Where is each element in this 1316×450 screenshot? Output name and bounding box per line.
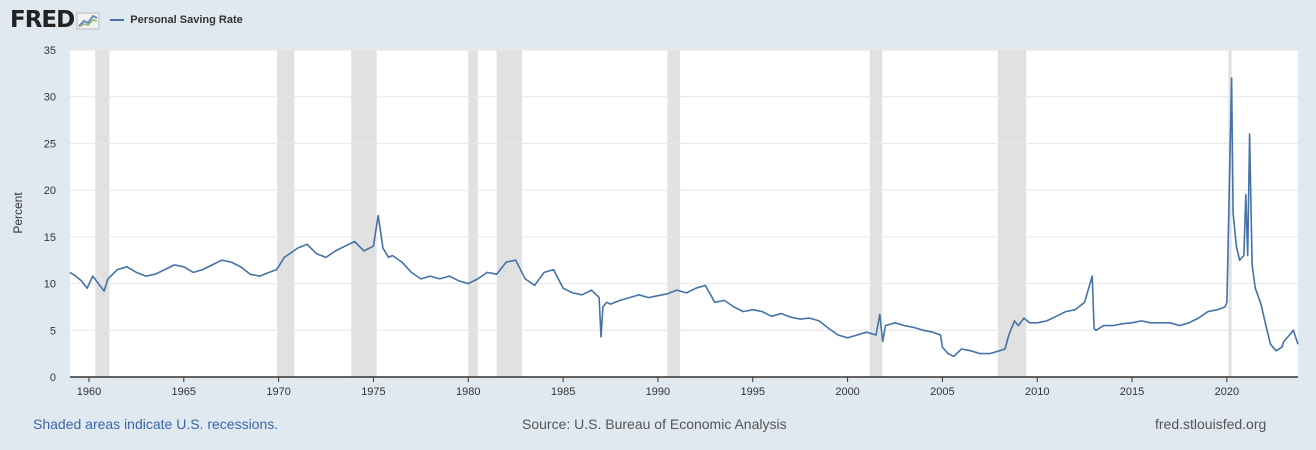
y-tick-label: 20	[44, 185, 56, 197]
y-axis-title: Percent	[11, 192, 25, 234]
y-axis: 0 5 10 15 20 25 30 35	[44, 45, 56, 384]
chart-legend[interactable]: Personal Saving Rate	[110, 14, 243, 26]
x-tick-label: 1960	[77, 386, 101, 398]
y-tick-label: 25	[44, 138, 56, 150]
x-tick-label: 2010	[1025, 386, 1049, 398]
x-tick-label: 1995	[741, 386, 765, 398]
fred-logo-text: FRED	[10, 7, 75, 33]
recession-bands	[95, 50, 1232, 377]
recession-band	[1228, 50, 1232, 377]
legend-label: Personal Saving Rate	[130, 14, 243, 26]
line-chart-icon	[76, 12, 100, 30]
recession-band	[468, 50, 478, 377]
y-tick-label: 5	[50, 325, 56, 337]
x-tick-label: 1990	[646, 386, 670, 398]
recession-band	[496, 50, 522, 377]
y-tick-label: 10	[44, 279, 56, 291]
chart-area[interactable]: 0 5 10 15 20 25 30 35 1960 1965 1970 1975 1980 1985 1…	[0, 40, 1316, 415]
series-line-personal-saving-rate[interactable]	[69, 77, 1299, 358]
x-tick-label: 1975	[361, 386, 385, 398]
x-axis: 1960 1965 1970 1975 1980 1985 1990 1995 2000 2005…	[77, 377, 1239, 398]
recession-band	[869, 50, 883, 377]
x-tick-label: 2015	[1120, 386, 1144, 398]
x-tick-label: 2020	[1215, 386, 1239, 398]
x-tick-label: 1985	[551, 386, 575, 398]
fred-logo[interactable]: FRED	[10, 7, 100, 33]
recession-note[interactable]: Shaded areas indicate U.S. recessions.	[33, 416, 279, 432]
x-tick-label: 2000	[835, 386, 859, 398]
y-tick-label: 0	[50, 372, 56, 384]
x-tick-label: 1980	[456, 386, 480, 398]
recession-band	[95, 50, 110, 377]
plot-background	[70, 50, 1298, 377]
source-note: Source: U.S. Bureau of Economic Analysis	[522, 416, 787, 432]
y-tick-label: 30	[44, 92, 56, 104]
legend-swatch	[110, 19, 125, 21]
gridlines	[70, 49, 1298, 331]
x-tick-label: 2005	[930, 386, 954, 398]
y-tick-label: 35	[44, 45, 56, 57]
recession-band	[351, 50, 377, 377]
chart-header: FRED Personal Saving Rate	[10, 7, 243, 33]
y-tick-label: 15	[44, 232, 56, 244]
recession-band	[667, 50, 681, 377]
recession-band	[277, 50, 295, 377]
site-link[interactable]: fred.stlouisfed.org	[1155, 416, 1267, 432]
x-tick-label: 1970	[266, 386, 290, 398]
x-tick-label: 1965	[172, 386, 196, 398]
